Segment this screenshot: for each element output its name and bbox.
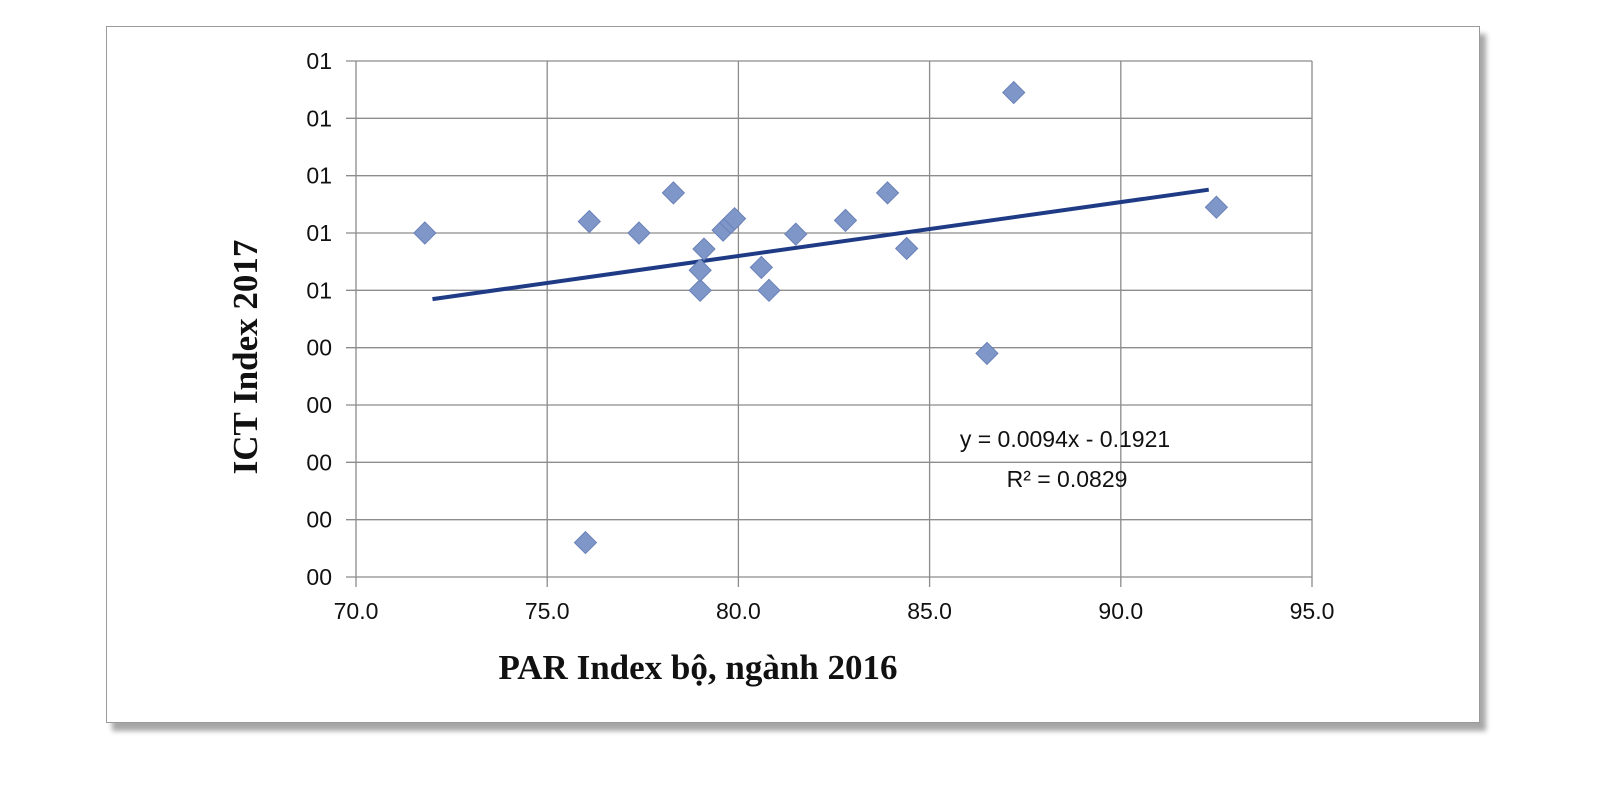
data-point	[722, 206, 747, 231]
x-tick-label: 75.0	[525, 598, 570, 624]
y-tick-label: 00	[306, 507, 332, 533]
data-point	[784, 222, 808, 246]
trendline	[432, 187, 1210, 302]
data-point	[975, 341, 999, 366]
y-tick-label: 01	[306, 220, 332, 246]
gridlines	[346, 60, 1313, 587]
x-tick-label: 80.0	[716, 598, 761, 624]
trendline-group	[432, 187, 1210, 302]
y-axis-ticks: 00 00 00 00 00 01 01 01 01 01	[306, 48, 332, 590]
data-point	[688, 258, 712, 282]
data-point	[573, 530, 598, 555]
data-point	[688, 278, 712, 303]
y-tick-label: 01	[306, 277, 332, 303]
y-tick-label: 01	[306, 105, 332, 131]
x-tick-label: 90.0	[1098, 598, 1143, 624]
y-tick-label: 01	[306, 48, 332, 74]
data-points	[413, 80, 1229, 555]
data-point	[1002, 80, 1026, 105]
data-point	[577, 209, 601, 234]
data-point	[894, 236, 919, 261]
x-tick-label: 95.0	[1290, 598, 1335, 624]
data-point	[833, 208, 858, 233]
x-tick-label: 70.0	[334, 598, 379, 624]
data-point	[413, 221, 437, 245]
data-point	[749, 255, 774, 280]
x-axis-ticks: 70.0 75.0 80.0 85.0 90.0 95.0	[334, 598, 1335, 624]
data-point	[1204, 195, 1229, 219]
y-tick-label: 00	[306, 564, 332, 590]
y-tick-label: 00	[306, 392, 332, 418]
data-point	[875, 181, 900, 205]
y-tick-label: 00	[306, 335, 332, 361]
x-tick-label: 85.0	[907, 598, 952, 624]
data-point	[627, 221, 651, 245]
x-axis-title: PAR Index bộ, ngành 2016	[498, 648, 897, 687]
data-point	[757, 278, 781, 303]
data-point	[692, 237, 716, 261]
scatter-chart: 70.0 75.0 80.0 85.0 90.0 95.0 000000000001010…	[226, 48, 1335, 687]
y-tick-label: 01	[306, 163, 332, 189]
trendline-r-squared: R² = 0.0829	[1007, 466, 1128, 492]
y-tick-label: 00	[306, 449, 332, 475]
trendline-equation: y = 0.0094x - 0.1921	[960, 426, 1170, 452]
data-point	[661, 181, 686, 205]
chart-frame: 70.0 75.0 80.0 85.0 90.0 95.0 00 00 00 00 00 01 01 0…	[106, 26, 1480, 723]
y-axis-title: ICT Index 2017	[226, 240, 265, 475]
